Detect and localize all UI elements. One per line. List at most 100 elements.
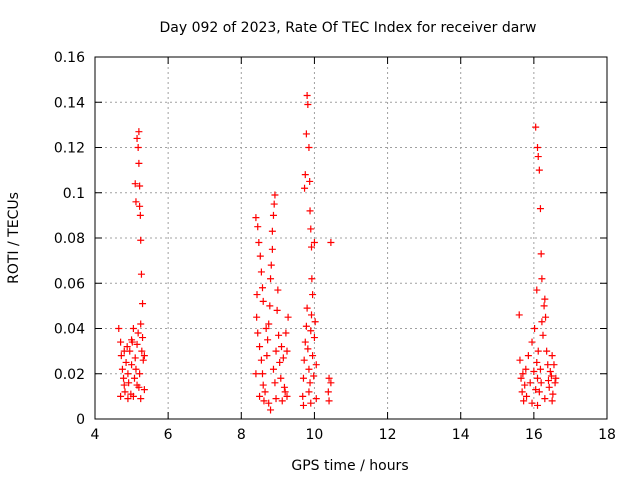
- data-point: [303, 91, 311, 99]
- data-point: [257, 268, 265, 276]
- data-point: [131, 354, 139, 362]
- data-point: [139, 356, 147, 364]
- data-point: [256, 252, 264, 260]
- data-point: [520, 397, 528, 405]
- data-point: [303, 304, 311, 312]
- data-point: [311, 318, 319, 326]
- data-point: [299, 401, 307, 409]
- data-point: [327, 379, 335, 387]
- data-point: [134, 144, 142, 151]
- data-point: [140, 386, 148, 394]
- data-point: [535, 388, 543, 396]
- data-point: [140, 352, 148, 360]
- data-point: [300, 356, 308, 364]
- data-point: [537, 379, 545, 387]
- data-points: [115, 91, 560, 414]
- data-point: [302, 322, 310, 330]
- data-point: [128, 336, 136, 344]
- data-point: [136, 211, 144, 219]
- data-point: [278, 343, 286, 351]
- data-point: [117, 392, 125, 400]
- data-point: [117, 352, 125, 360]
- data-point: [534, 401, 542, 409]
- data-point: [256, 392, 264, 400]
- data-point: [257, 356, 265, 364]
- data-point: [135, 128, 143, 136]
- data-point: [549, 390, 557, 398]
- data-point: [279, 354, 287, 362]
- data-point: [325, 397, 333, 405]
- data-point: [137, 320, 145, 328]
- data-point: [530, 367, 538, 375]
- data-point: [254, 223, 262, 231]
- data-point: [310, 334, 318, 342]
- data-point: [307, 225, 315, 233]
- data-point: [539, 331, 547, 339]
- data-point: [325, 374, 333, 382]
- data-point: [548, 397, 556, 405]
- data-point: [541, 295, 549, 303]
- data-point: [265, 399, 273, 407]
- data-point: [122, 358, 130, 366]
- data-point: [515, 311, 523, 319]
- data-point: [274, 286, 282, 294]
- data-point: [538, 275, 546, 283]
- data-point: [524, 352, 532, 360]
- data-point: [275, 331, 283, 339]
- data-point: [118, 365, 126, 373]
- data-point: [299, 374, 307, 382]
- data-point: [255, 239, 263, 247]
- data-point: [533, 286, 541, 294]
- data-point: [272, 347, 280, 355]
- data-point: [273, 306, 281, 314]
- x-tick-label: 16: [525, 427, 543, 443]
- data-point: [270, 200, 278, 208]
- data-point: [271, 379, 279, 387]
- data-point: [261, 388, 269, 396]
- data-point: [312, 395, 320, 403]
- y-tick-label: 0: [76, 412, 85, 428]
- data-point: [310, 372, 318, 380]
- data-point: [327, 239, 335, 247]
- data-point: [120, 374, 128, 382]
- data-point: [253, 291, 261, 299]
- y-tick-label: 0.02: [54, 367, 85, 383]
- data-point: [272, 395, 280, 403]
- data-point: [269, 365, 277, 373]
- x-axis-label: GPS time / hours: [291, 458, 408, 474]
- data-point: [548, 352, 556, 360]
- data-point: [306, 207, 314, 215]
- data-point: [301, 171, 309, 179]
- data-point: [131, 180, 139, 188]
- data-point: [271, 191, 279, 199]
- data-point: [281, 388, 289, 396]
- data-point: [552, 374, 560, 382]
- data-point: [309, 352, 317, 360]
- data-point: [301, 338, 309, 346]
- data-point: [516, 356, 524, 364]
- data-point: [130, 374, 138, 382]
- data-point: [262, 325, 270, 332]
- grid-lines: [95, 57, 607, 419]
- data-point: [542, 313, 550, 321]
- data-point: [254, 329, 262, 337]
- x-tick-label: 14: [452, 427, 470, 443]
- data-point: [301, 184, 309, 192]
- data-point: [264, 336, 272, 344]
- data-point: [125, 379, 133, 387]
- data-point: [309, 291, 317, 299]
- chart-title: Day 092 of 2023, Rate Of TEC Index for r…: [159, 20, 536, 36]
- x-tick-label: 12: [379, 427, 397, 443]
- data-point: [528, 338, 536, 346]
- data-point: [522, 365, 530, 373]
- data-point: [544, 361, 552, 369]
- data-point: [283, 347, 291, 355]
- data-point: [258, 370, 266, 378]
- data-point: [532, 123, 540, 131]
- data-point: [305, 388, 313, 396]
- data-point: [120, 381, 128, 389]
- data-point: [276, 358, 284, 366]
- data-point: [545, 383, 553, 391]
- data-point: [280, 383, 288, 391]
- data-point: [308, 311, 316, 319]
